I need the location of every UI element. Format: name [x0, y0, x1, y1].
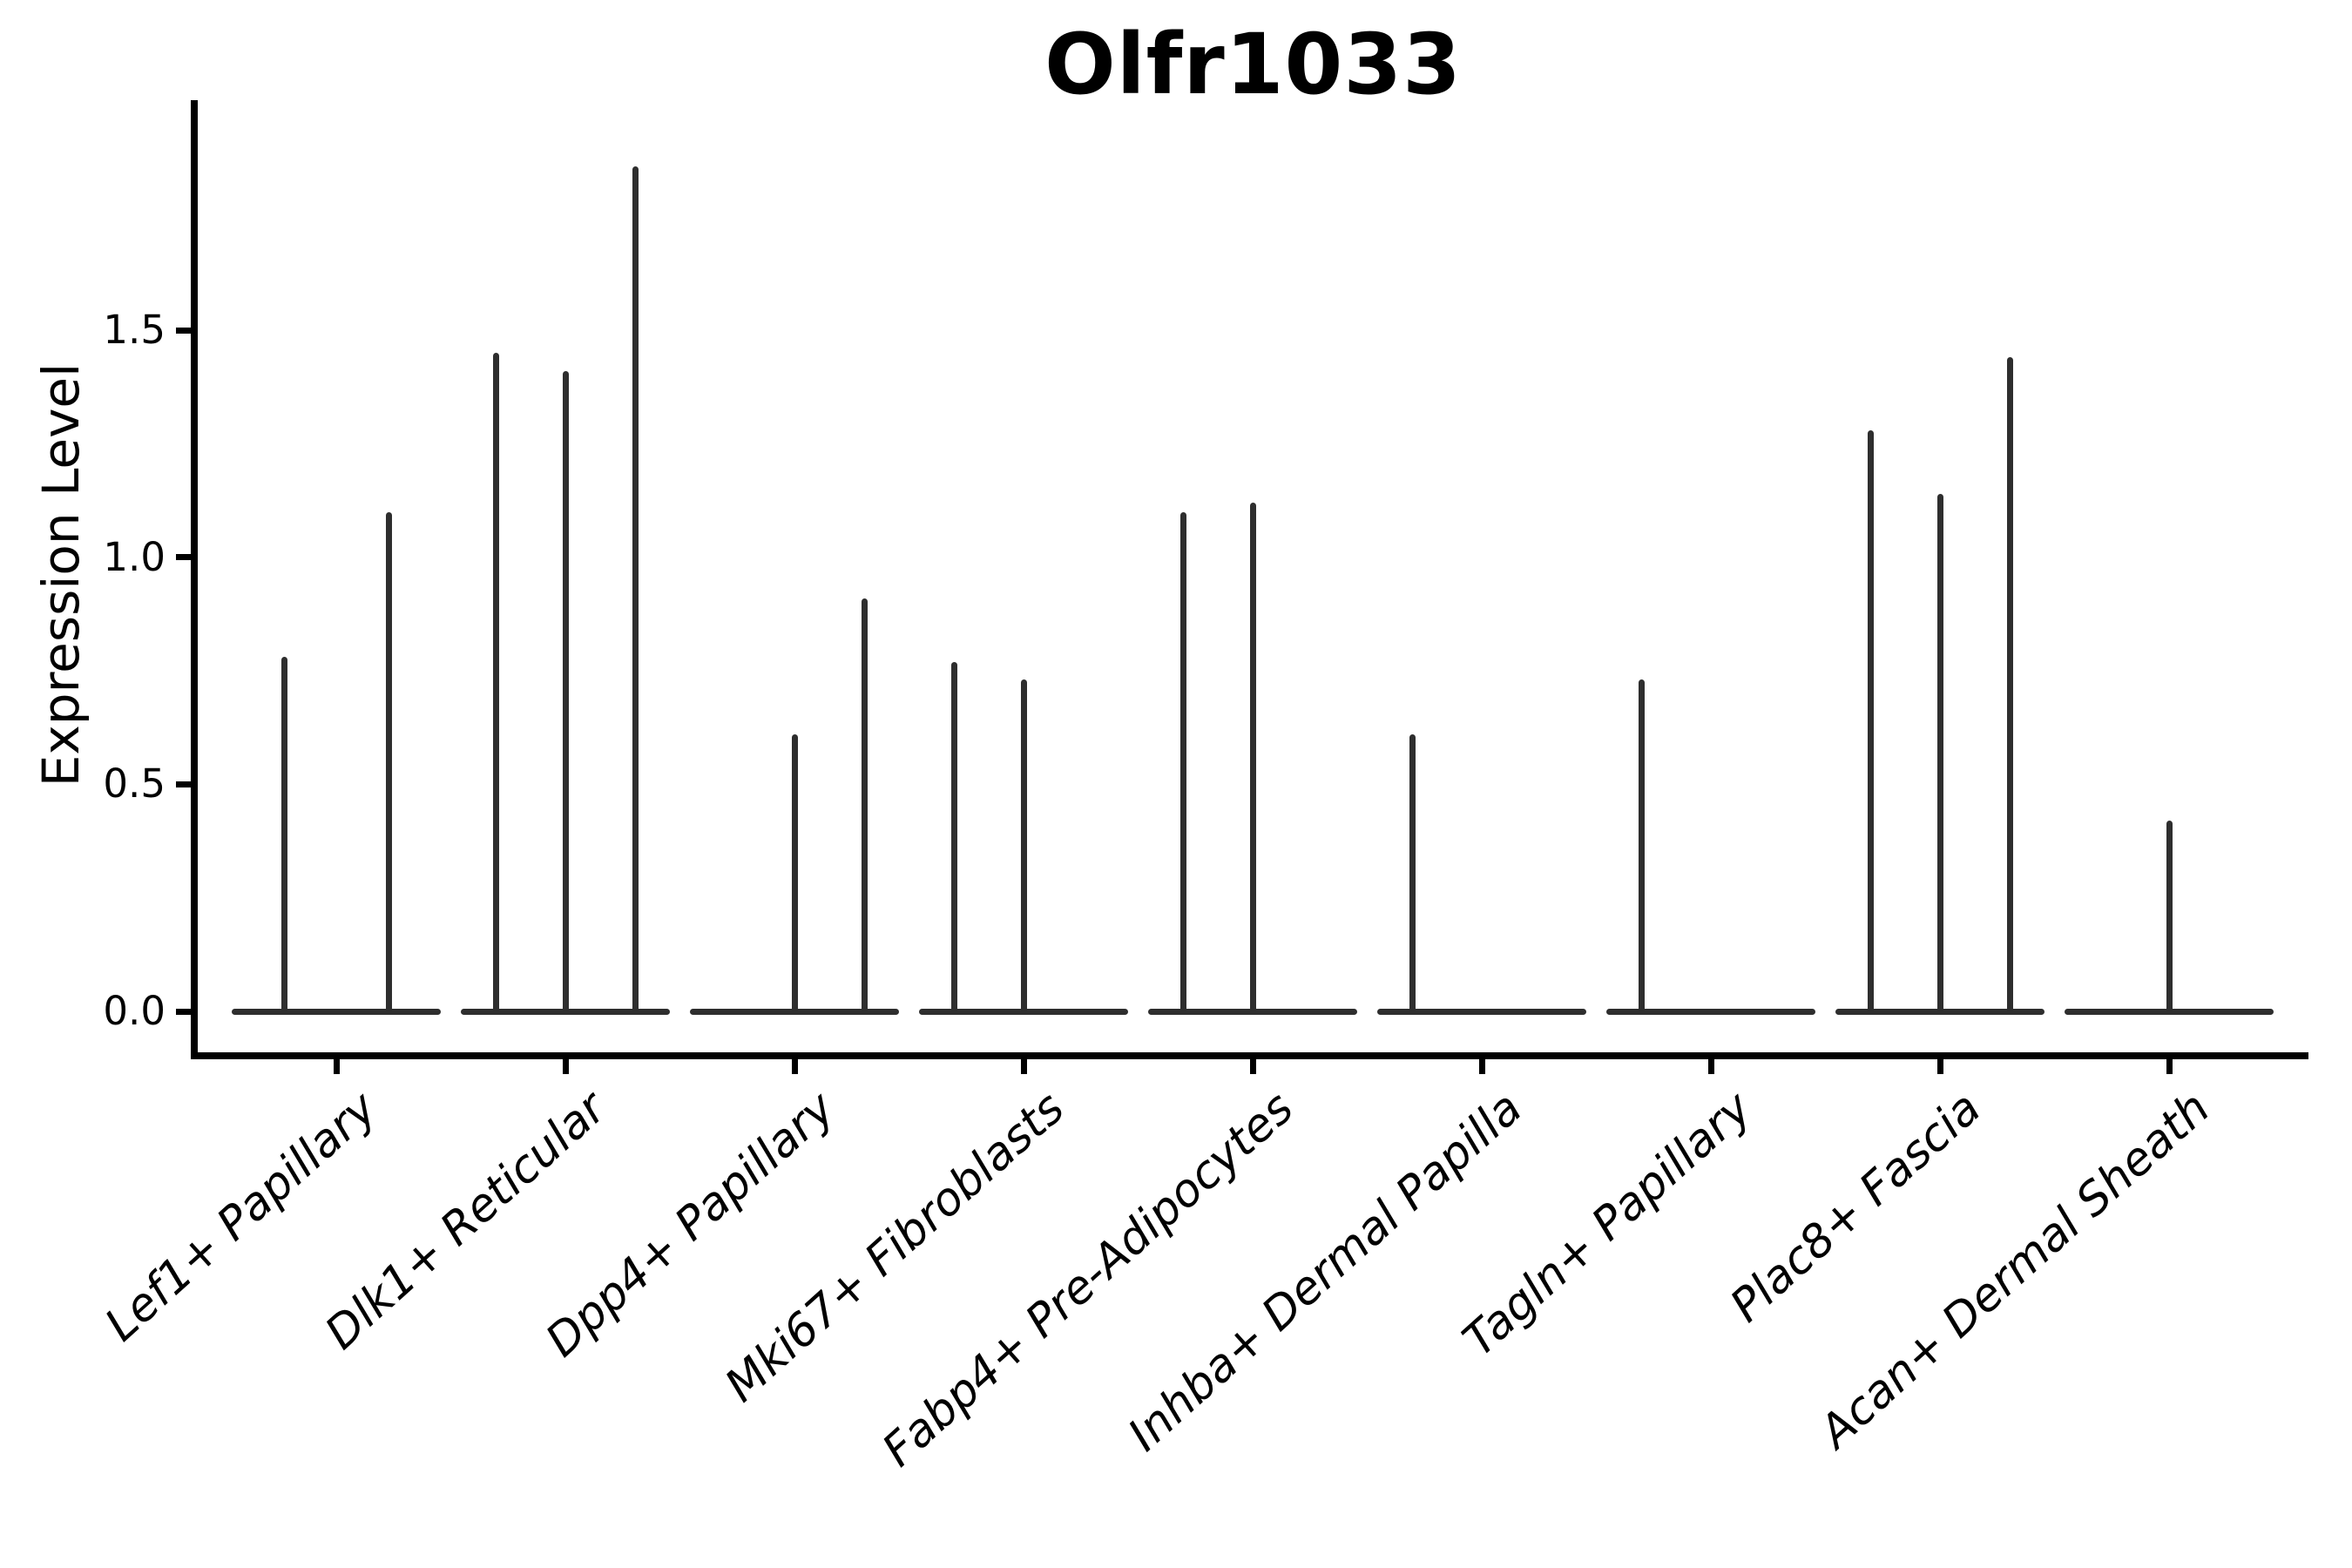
x-tick-mark [562, 1059, 569, 1074]
x-tick-label: Acan+ Dermal Sheath [1809, 1082, 2220, 1459]
violin-baseline [232, 1008, 441, 1015]
x-tick-label: Inhba+ Dermal Papilla [1119, 1082, 1533, 1462]
violin-spike [1638, 679, 1645, 1015]
y-axis-spine [191, 100, 198, 1059]
violin-spike [1249, 503, 1256, 1015]
violin-spike [385, 511, 392, 1015]
chart-title: Olfr1033 [1044, 16, 1462, 113]
x-tick-mark [2166, 1059, 2173, 1074]
violin-spike [632, 166, 639, 1015]
violin-spike [492, 353, 499, 1015]
y-tick-label: 0.0 [103, 988, 166, 1034]
violin-spike [791, 734, 798, 1015]
violin-baseline [1377, 1008, 1586, 1015]
violin-baseline [1606, 1008, 1815, 1015]
x-tick-mark [1707, 1059, 1714, 1074]
violin-spike [1020, 679, 1027, 1015]
y-tick-mark [176, 327, 191, 334]
x-tick-mark [333, 1059, 340, 1074]
y-tick-mark [176, 1008, 191, 1015]
x-tick-mark [1478, 1059, 1485, 1074]
y-tick-label: 0.5 [103, 760, 166, 808]
violin-spike [562, 370, 569, 1015]
x-tick-mark [1249, 1059, 1256, 1074]
x-tick-mark [1936, 1059, 1943, 1074]
violin-spike [1936, 493, 1943, 1015]
violin-spike [2006, 357, 2013, 1015]
violin-spike [280, 657, 287, 1015]
x-tick-mark [791, 1059, 798, 1074]
x-tick-label: Fabp4+ Pre-Adipocytes [872, 1082, 1304, 1477]
y-tick-mark [176, 554, 191, 561]
violin-spike [1409, 734, 1416, 1015]
x-axis-spine [191, 1052, 2308, 1059]
violin-spike [861, 598, 868, 1015]
violin-spike [1179, 511, 1186, 1015]
violin-spike [2166, 821, 2173, 1015]
x-tick-mark [1020, 1059, 1027, 1074]
violin-spike [1867, 429, 1874, 1015]
y-tick-label: 1.5 [103, 307, 166, 354]
y-tick-mark [176, 781, 191, 787]
violin-spike [950, 661, 957, 1015]
y-tick-label: 1.0 [103, 533, 166, 580]
